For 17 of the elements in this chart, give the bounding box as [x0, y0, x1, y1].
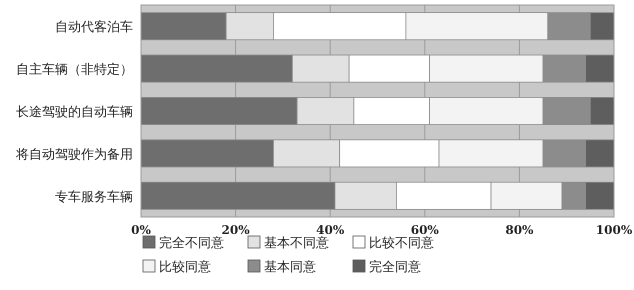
- x-tick-label: 0%: [131, 223, 152, 237]
- y-tick-label: 长途驾驶的自动车辆: [16, 105, 133, 120]
- y-tick-label: 将自动驾驶作为备用: [15, 147, 133, 162]
- y-tick-label: 专车服务车辆: [55, 190, 133, 205]
- legend-label: 完全不同意: [159, 235, 224, 251]
- x-tick-label: 40%: [316, 223, 345, 237]
- y-tick-label: 自动代客泊车: [55, 19, 133, 36]
- x-tick-label: 20%: [222, 223, 250, 237]
- y-tick-label: 自主车辆（非特定）: [16, 62, 133, 78]
- legend-label: 完全同意: [369, 259, 421, 275]
- x-tick-label: 100%: [596, 223, 633, 237]
- legend-label: 比较同意: [159, 260, 211, 275]
- legend-label: 基本同意: [264, 260, 316, 275]
- x-tick-label: 80%: [505, 223, 534, 237]
- legend-label: 基本不同意: [264, 236, 329, 251]
- x-tick-label: 60%: [410, 223, 440, 237]
- legend-label: 比较不同意: [369, 236, 434, 251]
